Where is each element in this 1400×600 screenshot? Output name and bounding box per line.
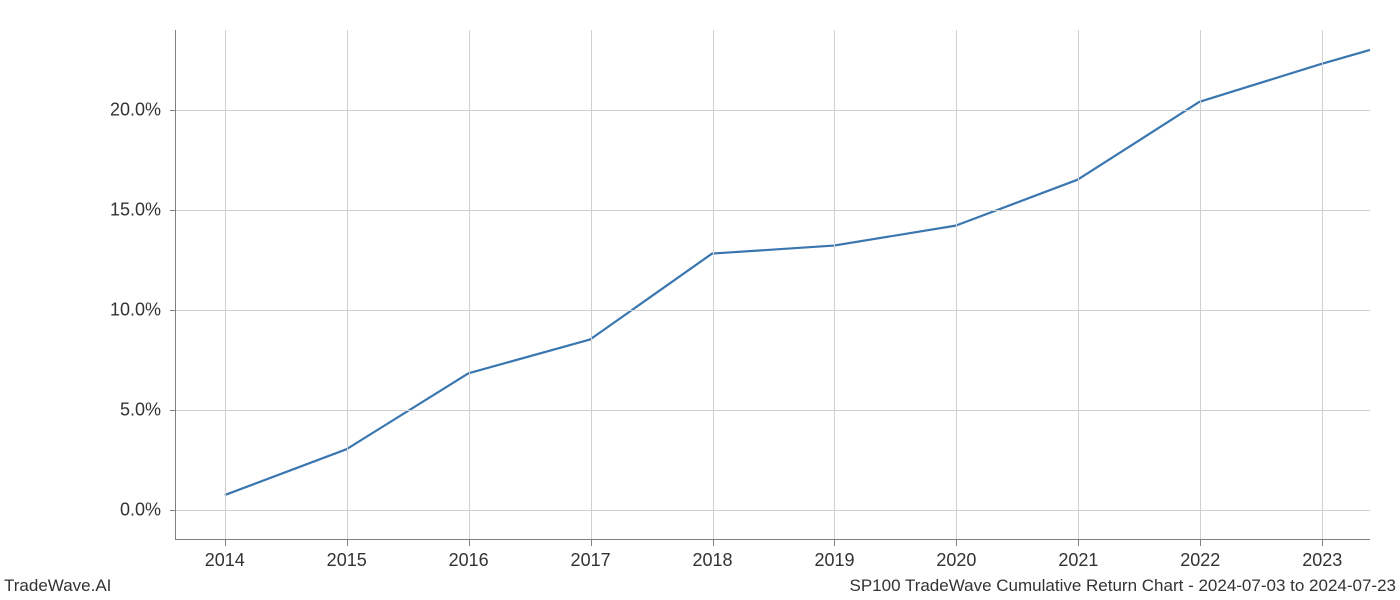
y-tick	[170, 210, 176, 211]
gridline-horizontal	[176, 510, 1370, 511]
y-tick	[170, 110, 176, 111]
y-axis-label: 10.0%	[110, 300, 161, 321]
footer-right-text: SP100 TradeWave Cumulative Return Chart …	[849, 576, 1396, 596]
x-tick	[347, 540, 348, 546]
y-axis-label: 20.0%	[110, 100, 161, 121]
x-axis-label: 2018	[692, 550, 732, 571]
x-tick	[225, 540, 226, 546]
x-tick	[469, 540, 470, 546]
gridline-vertical	[956, 30, 957, 539]
gridline-vertical	[591, 30, 592, 539]
x-tick	[1322, 540, 1323, 546]
gridline-vertical	[1200, 30, 1201, 539]
x-tick	[1078, 540, 1079, 546]
y-axis-label: 15.0%	[110, 200, 161, 221]
x-axis-label: 2017	[571, 550, 611, 571]
gridline-vertical	[347, 30, 348, 539]
x-axis-label: 2014	[205, 550, 245, 571]
x-axis-label: 2015	[327, 550, 367, 571]
gridline-horizontal	[176, 110, 1370, 111]
x-axis-label: 2016	[449, 550, 489, 571]
x-axis-label: 2020	[936, 550, 976, 571]
gridline-vertical	[1322, 30, 1323, 539]
y-tick	[170, 310, 176, 311]
y-axis-label: 0.0%	[120, 500, 161, 521]
footer-left-text: TradeWave.AI	[4, 576, 111, 596]
return-line-series	[225, 50, 1370, 495]
x-tick	[1200, 540, 1201, 546]
chart-container: 2014201520162017201820192020202120222023…	[175, 30, 1370, 540]
gridline-vertical	[469, 30, 470, 539]
gridline-vertical	[225, 30, 226, 539]
gridline-vertical	[713, 30, 714, 539]
x-tick	[834, 540, 835, 546]
x-axis-label: 2021	[1058, 550, 1098, 571]
x-axis-label: 2023	[1302, 550, 1342, 571]
gridline-vertical	[1078, 30, 1079, 539]
x-axis-label: 2019	[814, 550, 854, 571]
y-tick	[170, 410, 176, 411]
plot-area: 2014201520162017201820192020202120222023…	[175, 30, 1370, 540]
gridline-horizontal	[176, 210, 1370, 211]
x-tick	[956, 540, 957, 546]
line-chart-svg	[176, 30, 1370, 539]
x-tick	[591, 540, 592, 546]
y-tick	[170, 510, 176, 511]
gridline-vertical	[834, 30, 835, 539]
gridline-horizontal	[176, 310, 1370, 311]
x-tick	[713, 540, 714, 546]
gridline-horizontal	[176, 410, 1370, 411]
y-axis-label: 5.0%	[120, 400, 161, 421]
x-axis-label: 2022	[1180, 550, 1220, 571]
